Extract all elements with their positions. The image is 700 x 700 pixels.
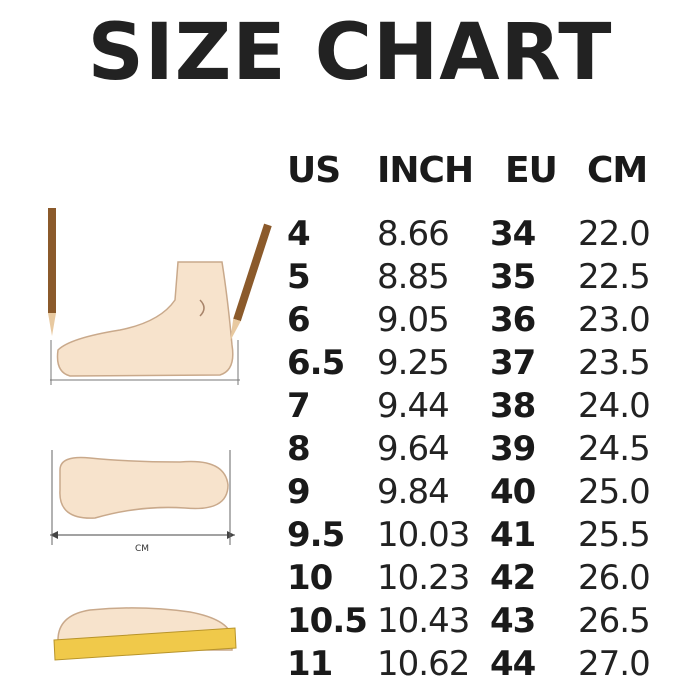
pencil-icon [230,223,272,341]
table-cell-inch: 10.03 [377,515,470,555]
table-cell-eu: 40 [490,472,536,512]
table-cell-us: 5 [287,257,311,297]
table-cell-cm: 24.5 [578,429,651,469]
page-title: SIZE CHART [87,8,613,98]
table-cell-cm: 26.0 [578,558,651,598]
table-cell-inch: 8.66 [377,214,450,254]
table-cell-us: 4 [287,214,311,254]
table-cell-cm: 25.0 [578,472,651,512]
table-cell-us: 8 [287,429,311,469]
table-cell-inch: 9.44 [377,386,450,426]
table-cell-eu: 44 [490,644,536,684]
table-cell-eu: 35 [490,257,536,297]
table-cell-eu: 34 [490,214,536,254]
table-cell-eu: 39 [490,429,536,469]
foot-side-view [50,261,240,385]
table-cell-us: 10.5 [287,601,368,641]
table-cell-eu: 43 [490,601,536,641]
table-cell-cm: 23.0 [578,300,651,340]
table-cell-inch: 9.84 [377,472,450,512]
table-cell-cm: 25.5 [578,515,651,555]
table-cell-inch: 8.85 [377,257,450,297]
table-cell-eu: 36 [490,300,536,340]
column-header-us: US [287,150,341,191]
table-cell-us: 9 [287,472,311,512]
column-header-eu: EU [505,150,558,191]
table-cell-eu: 42 [490,558,536,598]
table-cell-inch: 9.05 [377,300,450,340]
column-header-inch: INCH [377,150,474,191]
table-cell-us: 6.5 [287,343,345,383]
table-cell-us: 6 [287,300,311,340]
table-cell-eu: 38 [490,386,536,426]
pencil-icon [48,208,56,336]
table-cell-us: 9.5 [287,515,345,555]
table-cell-inch: 9.64 [377,429,450,469]
foot-top-view [50,450,235,545]
table-cell-inch: 10.23 [377,558,470,598]
table-cell-us: 10 [287,558,333,598]
table-cell-cm: 24.0 [578,386,651,426]
table-cell-cm: 23.5 [578,343,651,383]
table-cell-inch: 9.25 [377,343,450,383]
table-cell-cm: 27.0 [578,644,651,684]
table-cell-cm: 22.0 [578,214,651,254]
table-cell-cm: 22.5 [578,257,651,297]
table-cell-cm: 26.5 [578,601,651,641]
table-cell-inch: 10.43 [377,601,470,641]
cm-label: CM [135,544,149,554]
table-cell-inch: 10.62 [377,644,470,684]
sole-with-ruler [53,607,237,661]
table-cell-us: 11 [287,644,333,684]
table-cell-eu: 37 [490,343,536,383]
table-cell-eu: 41 [490,515,536,555]
column-header-cm: CM [587,150,648,191]
table-cell-us: 7 [287,386,311,426]
